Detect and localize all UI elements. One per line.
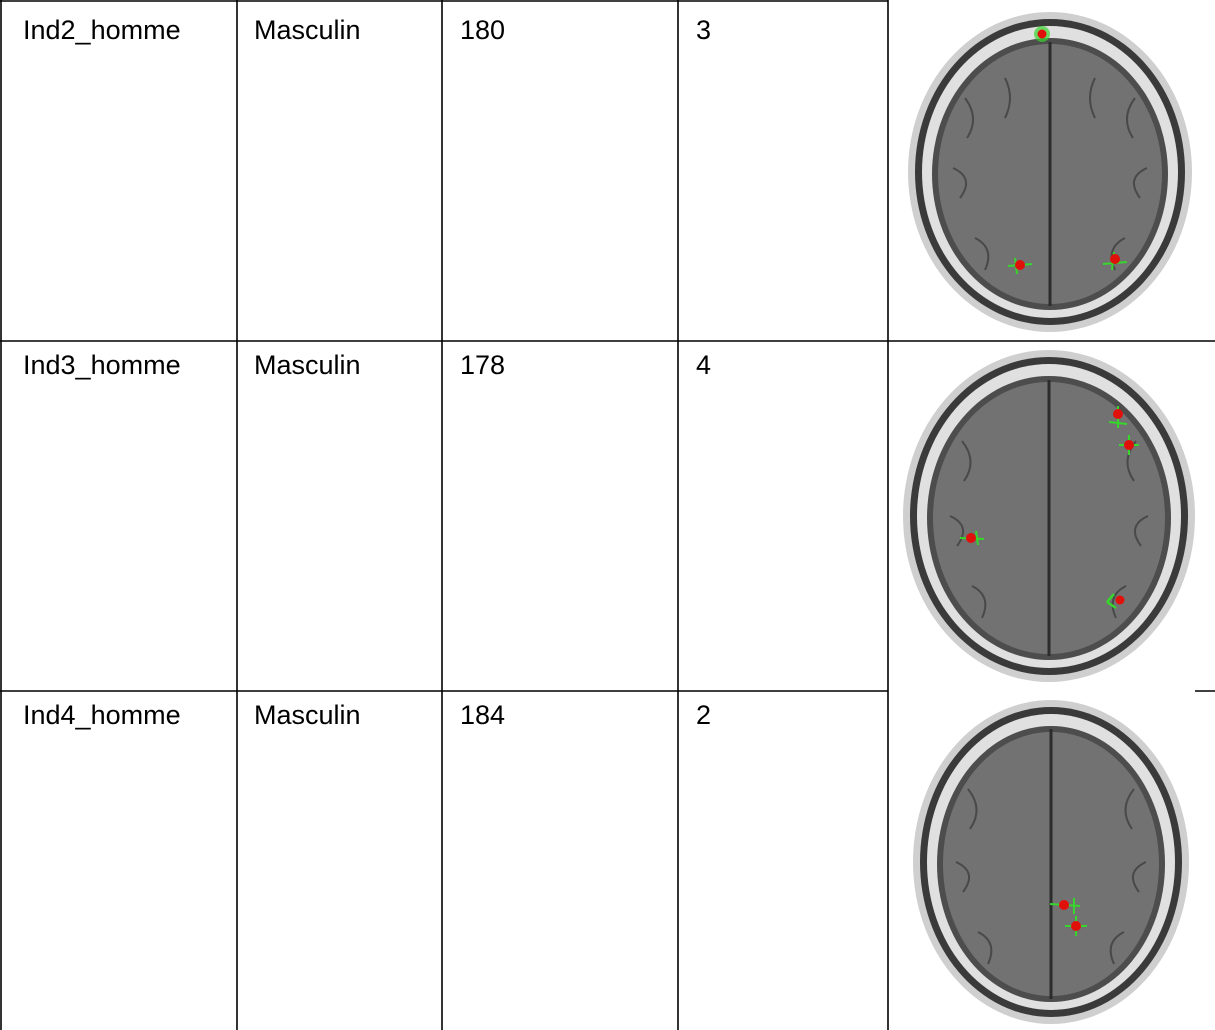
- marker-1-1: [1034, 26, 1050, 42]
- table-row-1-count: 3: [696, 15, 712, 45]
- table-row-3-count: 2: [696, 700, 712, 730]
- table-row-3-id: Ind4_homme: [23, 700, 181, 730]
- table-row-1-id: Ind2_homme: [23, 15, 181, 45]
- table-row-3-sex: Masculin: [254, 700, 361, 730]
- brain-scan-1: [908, 12, 1192, 332]
- marker-1-2: [1007, 257, 1033, 275]
- marker-2-4: [1106, 593, 1125, 610]
- marker-3-1: [1049, 898, 1081, 914]
- marker-2-3: [959, 530, 985, 546]
- brain-scan-2: [903, 350, 1195, 682]
- marker-3-2: [1065, 916, 1087, 936]
- table-row-2-id: Ind3_homme: [23, 350, 181, 380]
- table-row-1-height: 180: [460, 15, 506, 45]
- table-row-3-height: 184: [460, 700, 506, 730]
- table-row-1-sex: Masculin: [254, 15, 361, 45]
- marker-1-3: [1102, 251, 1128, 271]
- table-row-2-sex: Masculin: [254, 350, 361, 380]
- table-row-2-count: 4: [696, 350, 712, 380]
- marker-2-1: [1108, 406, 1128, 428]
- marker-2-2: [1119, 435, 1139, 455]
- brain-scan-3: [913, 700, 1189, 1024]
- table-row-2-height: 178: [460, 350, 506, 380]
